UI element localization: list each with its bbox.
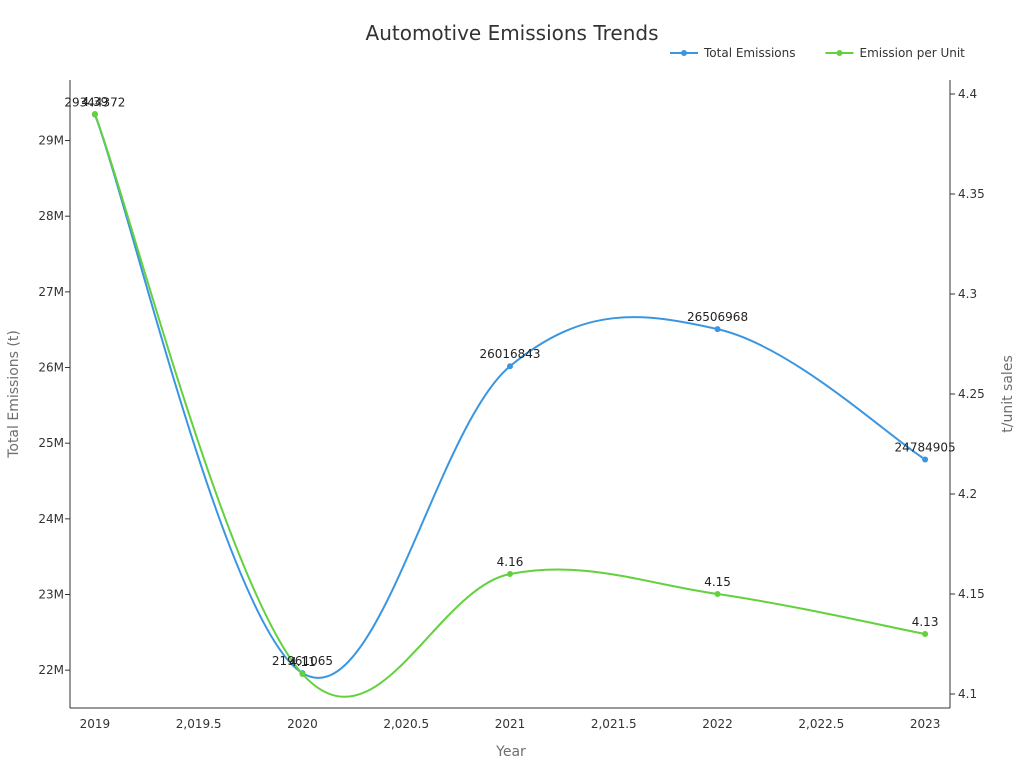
data-point-emission-per-unit [299,671,306,677]
right-y-tick-label: 4.3 [958,287,977,301]
left-y-axis-title: Total Emissions (t) [6,330,22,459]
data-label-total-emissions: 29344372 [64,95,125,109]
left-y-tick-label: 22M [38,663,64,677]
legend: Total Emissions Emission per Unit [670,46,965,60]
left-y-tick-label: 27M [38,285,64,299]
data-point-emission-per-unit [507,571,513,577]
right-y-tick-label: 4.2 [958,487,977,501]
right-y-tick-label: 4.25 [958,387,985,401]
x-tick-label: 2022 [702,717,733,731]
data-label-emission-per-unit: 4.16 [497,555,524,569]
x-tick-label: 2023 [910,717,941,731]
x-tick-label: 2,022.5 [798,717,844,731]
legend-marker-total-emissions [681,50,687,56]
x-tick-label: 2,020.5 [383,717,429,731]
data-label-total-emissions: 21961065 [272,654,333,668]
left-y-axis-ticks: 22M 23M 24M 25M 26M 27M 28M 29M [38,134,70,677]
series-line-total-emissions [93,114,926,679]
left-y-tick-label: 26M [38,361,64,375]
left-y-tick-label: 28M [38,209,64,223]
x-tick-label: 2021 [495,717,526,731]
data-point-total-emissions [714,326,721,333]
x-tick-label: 2,021.5 [591,717,637,731]
legend-marker-emission-per-unit [836,50,843,56]
data-label-emission-per-unit: 4.11 [289,655,316,669]
right-y-tick-label: 4.35 [958,187,985,201]
left-y-tick-label: 29M [38,134,64,148]
data-labels-layer: 29344372 21961065 26016843 26506968 24784905… [64,95,955,669]
data-point-emission-per-unit [922,631,929,637]
right-y-tick-label: 4.15 [958,587,985,601]
left-y-tick-label: 24M [38,512,64,526]
data-label-emission-per-unit: 4.39 [82,95,109,109]
legend-label-emission-per-unit: Emission per Unit [860,46,966,60]
x-axis-title: Year [495,744,526,760]
right-y-axis-ticks: 4.1 4.15 4.2 4.25 4.3 4.35 4.4 [950,87,985,701]
left-y-tick-label: 25M [38,436,64,450]
data-label-total-emissions: 26506968 [687,310,748,324]
legend-label-total-emissions: Total Emissions [703,46,795,60]
right-y-tick-label: 4.4 [958,87,977,101]
data-label-total-emissions: 24784905 [895,440,956,454]
data-label-emission-per-unit: 4.15 [704,575,731,589]
x-tick-label: 2,019.5 [176,717,222,731]
data-point-emission-per-unit [714,591,721,597]
chart-title: Automotive Emissions Trends [366,21,659,45]
data-point-total-emissions [922,456,929,463]
right-y-axis-title: t/unit sales [1000,355,1016,432]
x-tick-label: 2019 [80,717,111,731]
right-y-tick-label: 4.1 [958,687,977,701]
series-line-emission-per-unit [93,113,926,698]
x-tick-label: 2020 [287,717,318,731]
data-label-total-emissions: 26016843 [479,347,540,361]
data-label-emission-per-unit: 4.13 [912,615,939,629]
left-y-tick-label: 23M [38,588,64,602]
series-layer [91,111,929,698]
data-point-emission-per-unit [91,111,98,117]
x-axis-ticks: 2019 2,019.5 2020 2,020.5 2021 2,021.5 2022 2,0… [80,717,941,731]
data-point-total-emissions [507,363,513,370]
